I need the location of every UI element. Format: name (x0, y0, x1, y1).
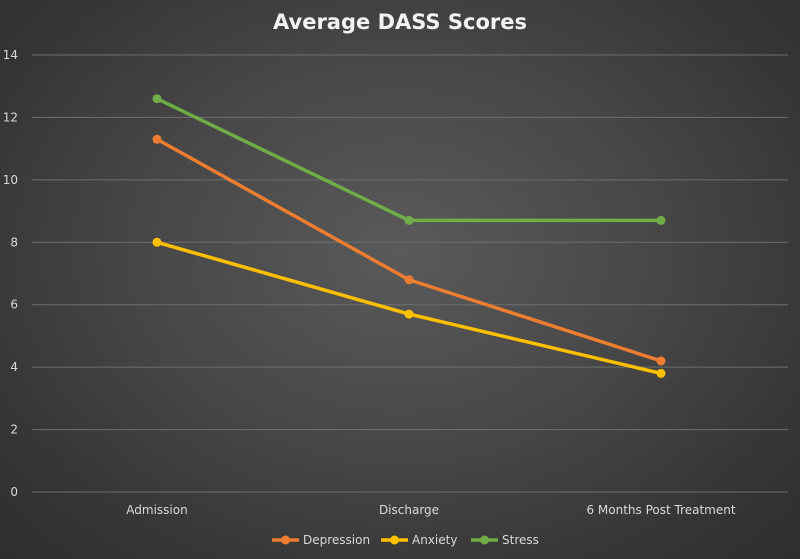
data-point-anxiety (404, 309, 414, 319)
y-tick-label: 14 (3, 48, 18, 62)
series-lines (152, 94, 666, 378)
y-tick-label: 8 (10, 235, 18, 249)
legend-item-anxiety[interactable]: Anxiety (381, 533, 457, 547)
chart-title: Average DASS Scores (273, 10, 527, 34)
data-point-anxiety (656, 368, 666, 378)
legend-label: Anxiety (412, 533, 457, 547)
legend[interactable]: Depression Anxiety Stress (272, 533, 539, 547)
legend-marker (480, 535, 489, 545)
y-tick-label: 0 (10, 485, 18, 499)
legend-label: Stress (502, 533, 539, 547)
data-point-depression (656, 356, 666, 366)
series-line-anxiety (155, 240, 663, 376)
y-tick-label: 10 (3, 173, 18, 187)
legend-marker (281, 535, 290, 545)
legend-marker (390, 535, 399, 545)
legend-label: Depression (303, 533, 370, 547)
data-point-depression (152, 134, 162, 144)
gridlines (32, 54, 788, 493)
data-point-anxiety (152, 237, 162, 247)
y-axis-tick-labels: 0 2 4 6 8 10 12 14 (3, 48, 18, 499)
y-tick-label: 12 (3, 110, 18, 124)
data-point-stress (152, 94, 162, 104)
data-point-depression (404, 275, 414, 285)
x-tick-label: Discharge (379, 503, 439, 517)
series-line-depression (155, 137, 663, 363)
x-tick-label: 6 Months Post Treatment (586, 503, 735, 517)
y-tick-label: 6 (10, 298, 18, 312)
data-point-stress (404, 215, 414, 225)
x-tick-label: Admission (126, 503, 187, 517)
data-point-stress (656, 215, 666, 225)
y-tick-label: 2 (10, 423, 18, 437)
y-tick-label: 4 (10, 360, 18, 374)
legend-item-stress[interactable]: Stress (471, 533, 539, 547)
legend-item-depression[interactable]: Depression (272, 533, 370, 547)
x-axis-tick-labels: Admission Discharge 6 Months Post Treatmen… (126, 503, 736, 517)
